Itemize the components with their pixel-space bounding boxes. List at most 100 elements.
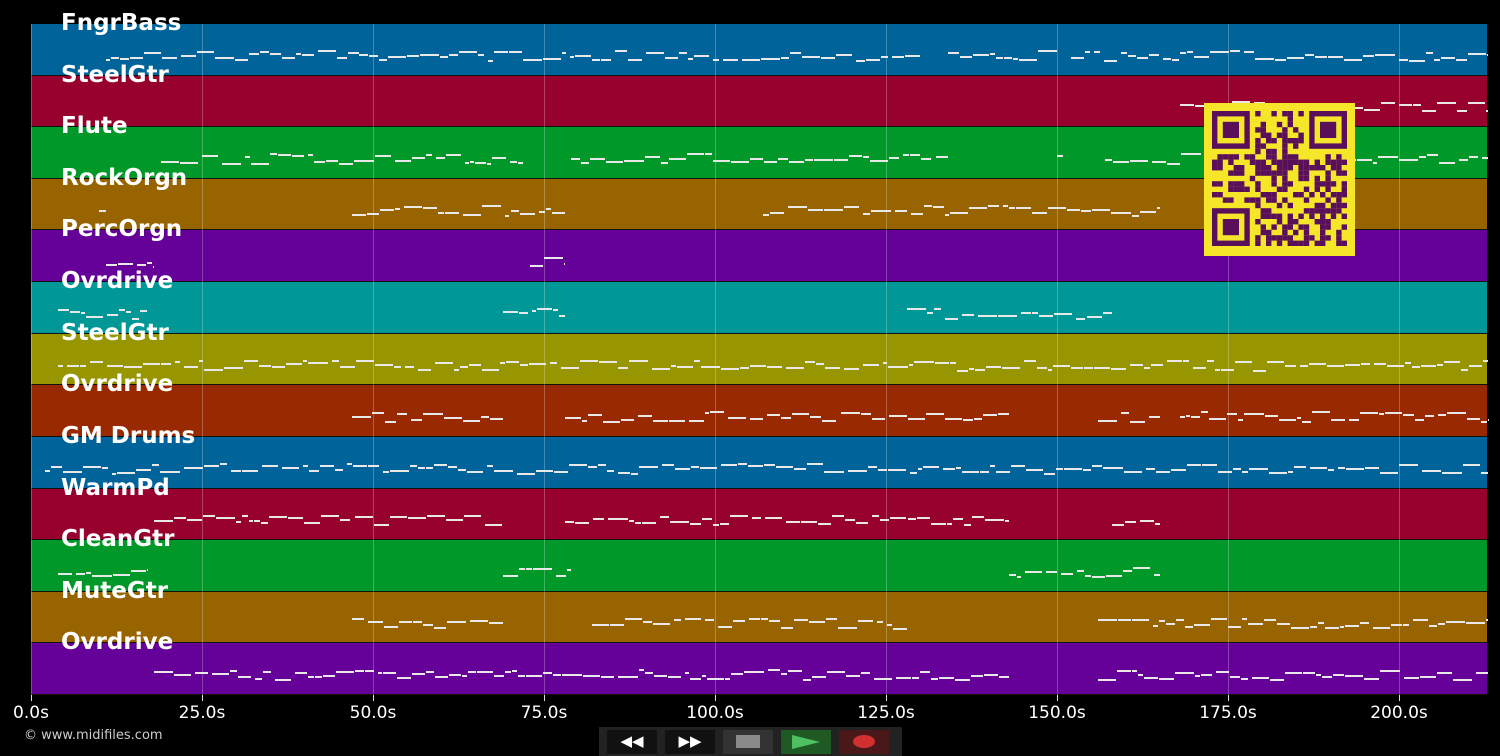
note <box>111 57 119 60</box>
note <box>260 521 269 524</box>
note <box>500 362 506 365</box>
note <box>1415 419 1424 422</box>
note <box>356 359 374 362</box>
note <box>336 670 355 673</box>
note <box>244 360 259 363</box>
note <box>282 467 300 470</box>
note <box>597 463 607 466</box>
play-button[interactable] <box>781 729 831 754</box>
note <box>710 411 724 414</box>
note <box>326 160 339 163</box>
note <box>322 675 336 678</box>
note <box>996 470 1011 473</box>
note <box>916 517 930 520</box>
note <box>1190 415 1200 418</box>
note <box>1016 207 1031 210</box>
track-label: Ovrdrive <box>61 371 174 398</box>
note <box>142 363 161 366</box>
note <box>63 471 83 474</box>
note <box>337 56 347 59</box>
note <box>160 161 179 164</box>
note <box>286 363 302 365</box>
note <box>1240 678 1248 681</box>
note <box>1152 624 1159 627</box>
note <box>862 213 870 216</box>
note <box>848 469 868 472</box>
note <box>224 367 244 370</box>
note <box>196 51 214 54</box>
note <box>964 523 971 526</box>
note <box>1054 313 1072 316</box>
record-button[interactable] <box>839 729 889 754</box>
note <box>1048 369 1053 372</box>
note <box>786 520 800 523</box>
note <box>1093 50 1100 53</box>
fast-forward-button[interactable]: ▶▶ <box>665 729 715 754</box>
note <box>511 669 517 672</box>
note <box>353 464 367 467</box>
note <box>580 360 598 363</box>
note <box>792 412 810 415</box>
note <box>793 468 806 471</box>
note <box>546 207 552 210</box>
note <box>888 415 907 418</box>
note <box>1438 161 1456 164</box>
note <box>1130 160 1148 163</box>
note <box>90 360 103 363</box>
note <box>549 361 557 364</box>
note <box>58 365 63 368</box>
note <box>571 157 581 160</box>
note <box>775 465 793 468</box>
note <box>902 153 910 156</box>
note <box>1063 467 1083 470</box>
note <box>887 365 908 368</box>
note <box>44 470 51 473</box>
track-lane <box>31 24 1488 76</box>
note <box>1186 50 1194 53</box>
note <box>1429 625 1437 628</box>
note <box>1360 362 1371 365</box>
note <box>677 366 694 369</box>
note <box>907 418 925 421</box>
note <box>983 414 997 417</box>
note <box>1456 58 1468 61</box>
note <box>1194 675 1200 678</box>
note <box>765 516 783 519</box>
note <box>645 51 665 54</box>
note <box>1468 102 1486 105</box>
note <box>378 672 383 675</box>
note <box>1129 363 1143 366</box>
note <box>440 55 449 58</box>
note <box>598 360 617 363</box>
note <box>1009 573 1016 576</box>
note <box>382 470 390 473</box>
note <box>720 368 740 371</box>
note <box>814 158 834 161</box>
transport-controls: ◀◀ ▶▶ <box>599 727 902 756</box>
note <box>508 51 523 54</box>
note <box>628 359 648 362</box>
note <box>1249 467 1269 470</box>
note <box>1270 679 1285 681</box>
note <box>411 418 423 421</box>
note <box>334 469 343 472</box>
note <box>183 467 204 470</box>
note <box>384 625 399 628</box>
note <box>1413 618 1429 621</box>
note <box>354 160 374 163</box>
note <box>823 209 844 212</box>
note <box>1442 471 1462 474</box>
stop-button[interactable] <box>723 729 773 754</box>
rewind-button[interactable]: ◀◀ <box>607 729 657 754</box>
note <box>713 59 720 62</box>
note <box>566 569 572 572</box>
note <box>1315 55 1328 58</box>
note <box>484 523 503 526</box>
note <box>1180 415 1185 418</box>
note <box>602 421 620 424</box>
note <box>642 522 657 524</box>
note <box>137 264 147 267</box>
note <box>748 618 761 621</box>
note <box>1037 366 1048 369</box>
note <box>1076 317 1086 320</box>
